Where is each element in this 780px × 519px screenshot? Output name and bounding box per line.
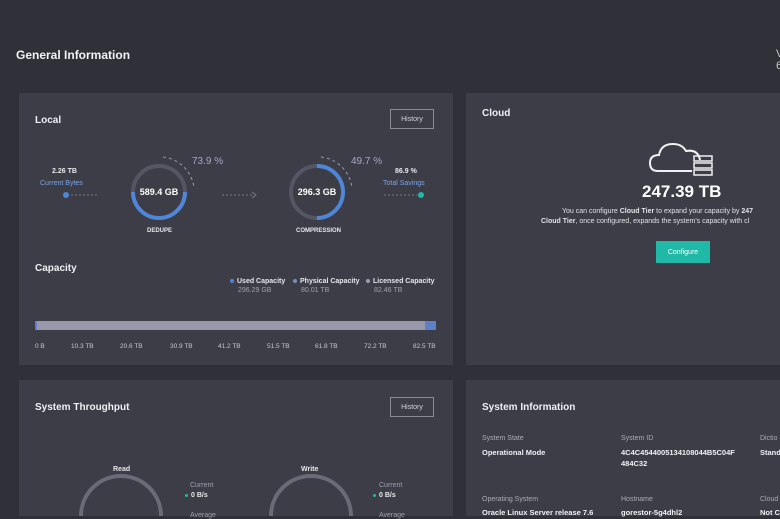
legend-used-label: Used Capacity [237, 278, 286, 285]
os-value: Oracle Linux Server release 7.6 [482, 508, 594, 517]
legend-physical-value: 80.01 TB [301, 287, 330, 294]
cloud-description-line2: Cloud Tier, once configured, expands the… [541, 218, 749, 225]
compression-donut [289, 156, 353, 220]
current-bytes-label: Current Bytes [40, 180, 83, 187]
dedupe-value: 589.4 GB [139, 187, 179, 197]
system-state-value: Operational Mode [482, 448, 546, 457]
hostname-value: gorestor-5g4dhl2 [621, 508, 683, 517]
cloud-desc-post: to expand your capacity by [654, 208, 742, 215]
capacity-tick: 20.6 TB [120, 343, 143, 350]
system-id-value-1: 4C4C4544005134108044B5C04F [621, 448, 735, 457]
cloud-capacity-value: 247.39 TB [642, 182, 722, 201]
capacity-tick: 30.9 TB [170, 343, 193, 350]
legend-physical-label: Physical Capacity [300, 278, 360, 285]
licensed-dot [366, 279, 370, 284]
throughput-title: System Throughput [35, 402, 130, 413]
legend-licensed: Licensed Capacity 82.46 TB [366, 278, 434, 294]
read-gauge [79, 474, 163, 516]
cloud-title: Cloud [482, 108, 511, 119]
system-id-label: System ID [621, 435, 654, 442]
capacity-tick: 10.3 TB [71, 343, 94, 350]
current-bytes-value: 2.26 TB [52, 168, 77, 175]
cloud-status-label: Cloud [760, 496, 779, 503]
total-savings-dot [418, 192, 424, 198]
capacity-tick: 82.5 TB [413, 343, 436, 350]
local-flow-graphic [63, 156, 424, 220]
total-savings-value: 86.9 % [395, 168, 417, 175]
used-dot [230, 279, 234, 284]
capacity-title: Capacity [35, 263, 77, 274]
compression-label: COMPRESSION [296, 228, 342, 234]
physical-dot [293, 279, 297, 284]
read-current-dot [185, 493, 188, 497]
compression-percent: 49.7 % [351, 156, 383, 167]
throughput-card [19, 380, 453, 516]
sysinfo-card [466, 380, 780, 516]
cloud-desc-bold: Cloud Tier [619, 208, 655, 215]
dedupe-donut [131, 156, 195, 220]
cloud-description-line1: You can configure Cloud Tier to expand y… [562, 208, 753, 215]
legend-used: Used Capacity 296.29 GB [230, 278, 285, 294]
cloud-desc2-bold: Cloud Tier [541, 218, 576, 225]
capacity-bar-used [35, 321, 37, 330]
capacity-tick: 0 B [35, 343, 45, 350]
cloud-card [466, 93, 780, 365]
cloud-desc-pre: You can configure [562, 208, 620, 215]
local-history-button[interactable]: History [390, 109, 434, 129]
capacity-tick: 61.8 TB [315, 343, 338, 350]
sysinfo-title: System Information [482, 402, 576, 413]
total-savings-label: Total Savings [383, 180, 425, 187]
capacity-bar [35, 321, 436, 330]
corner-truncated-text: V 6 [776, 48, 780, 72]
configure-button[interactable]: Configure [656, 241, 710, 263]
capacity-bar-licensed [425, 321, 436, 330]
write-current-label: Current [379, 482, 403, 489]
write-label: Write [301, 466, 319, 473]
dedupe-label: DEDUPE [147, 228, 173, 234]
dedupe-percent: 73.9 % [192, 156, 224, 167]
page-title: General Information [16, 48, 131, 62]
capacity-tick: 51.5 TB [267, 343, 290, 350]
system-id-value-2: 484C32 [621, 459, 648, 468]
write-gauge [269, 474, 353, 516]
legend-licensed-value: 82.46 TB [374, 287, 403, 294]
hostname-label: Hostname [621, 496, 653, 503]
dictionary-value: Stand [760, 448, 780, 457]
local-title: Local [35, 115, 62, 126]
cloud-server-icon [648, 142, 713, 176]
os-label: Operating System [482, 496, 539, 503]
legend-physical: Physical Capacity 80.01 TB [293, 278, 360, 294]
read-current-label: Current [190, 482, 214, 489]
capacity-tick: 72.2 TB [364, 343, 387, 350]
read-current-value: 0 B/s [185, 492, 208, 499]
dictionary-label: Dictio [760, 435, 778, 442]
write-current-value: 0 B/s [373, 492, 396, 499]
flow-arrow-icon [251, 191, 257, 199]
compression-value: 296.3 GB [297, 187, 337, 197]
write-current-dot [373, 493, 376, 497]
read-label: Read [113, 466, 131, 473]
write-current-text: 0 B/s [379, 492, 396, 499]
cloud-status-value: Not C [760, 508, 780, 517]
capacity-tick: 41.2 TB [218, 343, 241, 350]
current-bytes-dot [63, 192, 69, 198]
cloud-desc-tail: 247 [741, 208, 754, 215]
local-card [19, 93, 453, 365]
system-state-label: System State [482, 435, 524, 442]
cloud-desc2-post: , once configured, expands the system's … [575, 218, 750, 225]
read-current-text: 0 B/s [191, 492, 208, 499]
legend-used-value: 296.29 GB [238, 287, 272, 294]
legend-licensed-label: Licensed Capacity [373, 278, 435, 285]
throughput-gauges [79, 474, 353, 516]
throughput-history-button[interactable]: History [390, 397, 434, 417]
